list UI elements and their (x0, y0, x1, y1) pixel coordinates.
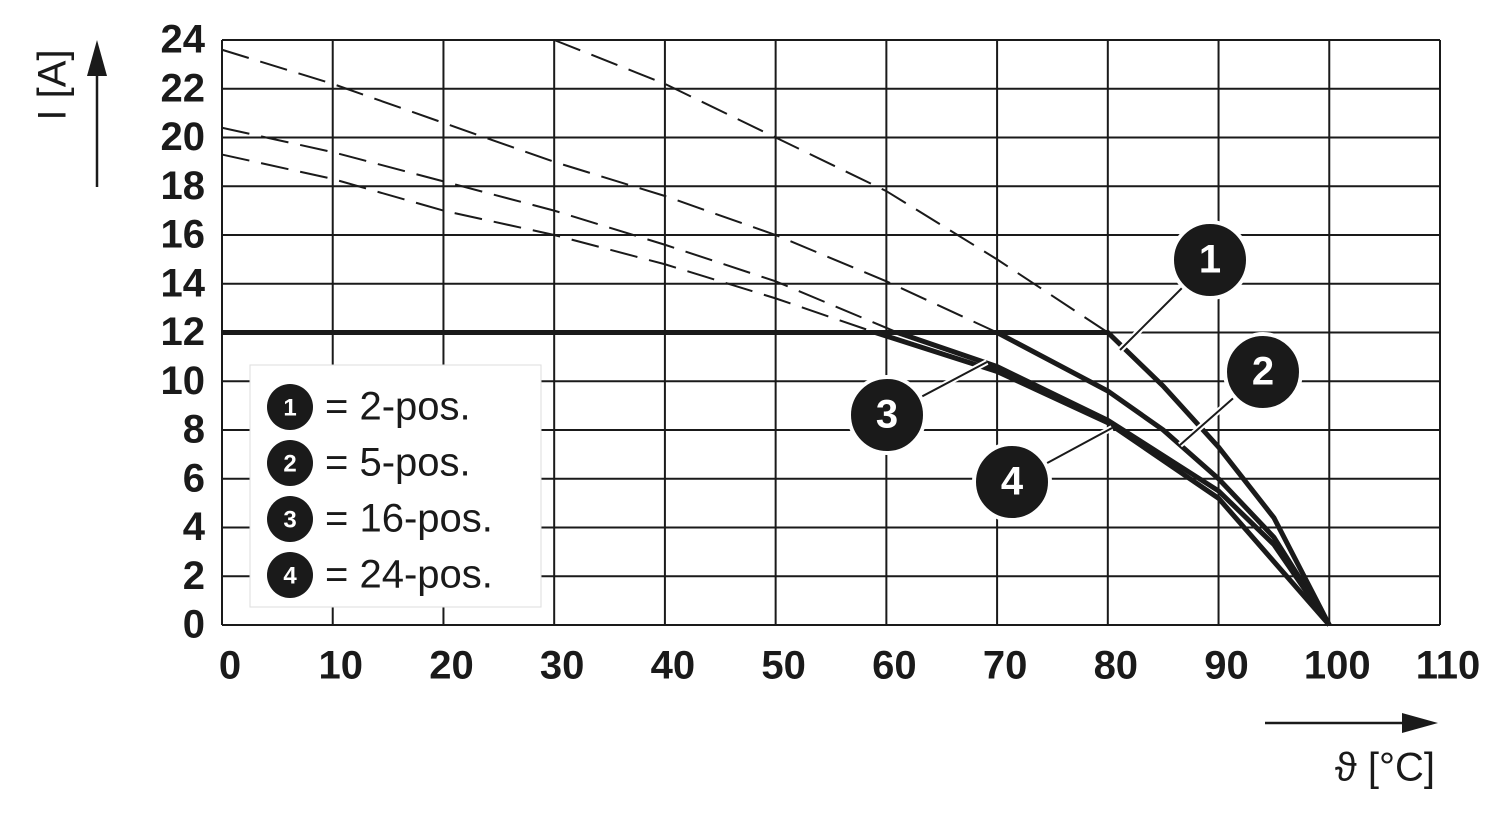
legend-key (267, 384, 313, 430)
x-tick-label: 70 (983, 644, 1028, 688)
y-tick-label: 6 (183, 456, 205, 500)
y-tick-label: 20 (161, 115, 206, 159)
legend-label: = 5-pos. (325, 441, 471, 485)
x-tick-label: 40 (651, 644, 696, 688)
y-tick-label: 4 (183, 505, 206, 549)
x-tick-label: 0 (219, 644, 241, 688)
legend-key (267, 552, 313, 598)
x-tick-label: 100 (1304, 644, 1371, 688)
legend-label: = 24-pos. (325, 553, 493, 597)
x-tick-label: 110 (1416, 644, 1481, 688)
legend-key-text: 4 (283, 562, 297, 589)
y-tick-label: 16 (161, 213, 206, 257)
x-tick-label: 80 (1094, 644, 1139, 688)
y-tick-label: 24 (161, 18, 206, 62)
lines (221, 39, 1332, 627)
x-arrow-head (1402, 713, 1438, 733)
y-tick-label: 0 (183, 603, 205, 647)
y-tick-label: 14 (161, 261, 206, 305)
callout-text: 4 (1001, 460, 1024, 504)
x-tick-label: 30 (540, 644, 585, 688)
y-arrow-head (87, 40, 107, 76)
x-tick-label: 60 (872, 644, 917, 688)
y-tick-label: 18 (161, 164, 206, 208)
y-tick-label: 2 (183, 554, 205, 598)
callout-circle (972, 442, 1052, 522)
callout-circle (1223, 332, 1303, 412)
callout-text: 1 (1199, 238, 1221, 282)
extension-line (221, 48, 998, 334)
extension-line (221, 153, 876, 334)
extension-line (221, 126, 898, 334)
derating-line (222, 330, 1332, 627)
legend-key-text: 2 (283, 450, 296, 477)
y-tick-label: 22 (161, 66, 206, 110)
y-axis-label: I [A] (31, 49, 75, 120)
x-tick-label: 50 (761, 644, 806, 688)
legend-key-text: 1 (283, 394, 296, 421)
callout-text: 3 (876, 393, 898, 437)
legend-label: = 16-pos. (325, 497, 493, 541)
x-tick-label: 90 (1204, 644, 1249, 688)
x-axis-label: ϑ [°C] (1335, 746, 1435, 790)
legend: 1 = 2-pos. 2 = 5-pos. 3 = 16-pos. 4 = 24-pos. (267, 384, 493, 598)
extension-line (553, 39, 1109, 334)
callout-text: 2 (1252, 350, 1274, 394)
x-tick-label: 10 (318, 644, 363, 688)
x-tick-label: 20 (429, 644, 474, 688)
derating-line (222, 330, 1332, 627)
callout-circle (847, 375, 927, 455)
legend-key (267, 440, 313, 486)
y-tick-label: 10 (161, 359, 206, 403)
y-tick-label: 12 (161, 310, 206, 354)
y-tick-label: 8 (183, 408, 205, 452)
legend-key (267, 496, 313, 542)
legend-key-text: 3 (283, 506, 296, 533)
callout-circle (1170, 220, 1250, 300)
callouts: 1 2 3 4 (847, 220, 1303, 522)
legend-label: = 2-pos. (325, 385, 471, 429)
